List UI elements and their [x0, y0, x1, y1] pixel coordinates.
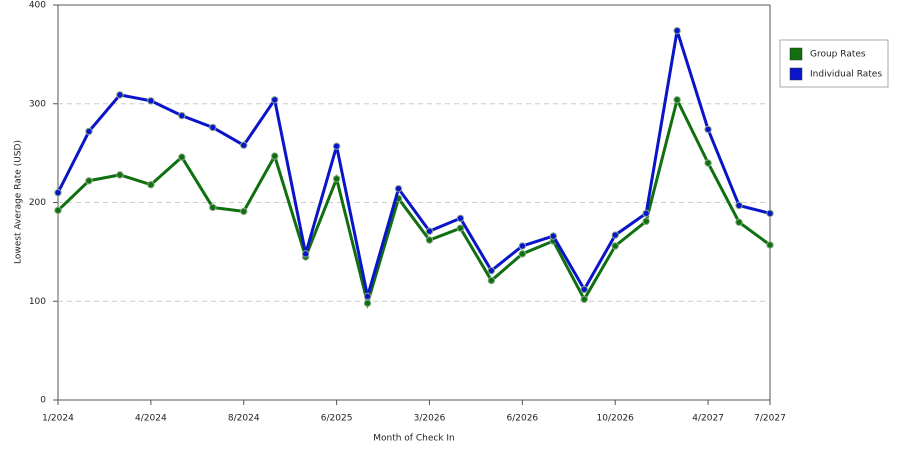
data-point	[147, 181, 155, 189]
data-point	[209, 123, 217, 132]
data-point	[704, 125, 712, 134]
data-point	[456, 214, 465, 223]
data-point	[735, 201, 743, 210]
data-point	[704, 159, 712, 167]
x-tick-label: 6/2025	[321, 414, 353, 424]
data-point	[147, 97, 155, 105]
data-point	[735, 218, 743, 226]
legend-swatch	[789, 47, 803, 61]
data-point	[85, 177, 93, 185]
legend-swatch	[789, 67, 803, 81]
series-line	[56, 95, 771, 309]
x-tick-label: 4/2027	[692, 414, 724, 424]
data-point	[673, 96, 681, 104]
data-point	[580, 295, 588, 303]
legend-label: Individual Rates	[810, 70, 882, 80]
data-point	[394, 184, 403, 193]
data-point	[363, 299, 372, 307]
legend-label: Group Rates	[810, 50, 866, 60]
data-point	[363, 292, 372, 301]
data-point	[301, 250, 310, 258]
data-point	[549, 232, 558, 240]
data-point	[673, 26, 681, 35]
data-point	[611, 242, 619, 250]
x-tick-label: 6/2026	[507, 414, 539, 424]
x-tick-label: 7/2027	[754, 414, 786, 424]
y-axis-label: Lowest Average Rate (USD)	[14, 140, 24, 264]
data-point	[116, 91, 124, 99]
x-tick-label: 1/2024	[42, 414, 74, 424]
x-tick-label: 8/2024	[228, 414, 260, 424]
data-point	[642, 217, 650, 225]
data-point	[178, 153, 186, 161]
y-tick-label: 400	[29, 1, 46, 11]
data-point	[518, 250, 527, 258]
series-line	[56, 30, 771, 297]
data-point	[332, 142, 341, 150]
data-point	[270, 152, 279, 160]
data-point	[270, 96, 279, 104]
data-point	[766, 241, 774, 249]
data-point	[240, 207, 248, 216]
x-tick-label: 10/2026	[597, 414, 635, 424]
y-tick-label: 100	[29, 297, 46, 307]
data-point	[240, 141, 248, 149]
data-point	[54, 188, 62, 197]
data-point	[611, 231, 619, 239]
data-point	[425, 236, 434, 244]
data-point	[487, 276, 496, 285]
data-point	[456, 224, 465, 232]
data-point	[580, 285, 588, 294]
data-point	[54, 206, 62, 215]
y-tick-label: 300	[29, 99, 46, 109]
data-point	[518, 242, 527, 250]
y-tick-label: 0	[40, 396, 46, 406]
data-point	[642, 209, 650, 218]
data-point	[209, 203, 217, 212]
data-point	[85, 127, 93, 136]
x-axis-label: Month of Check In	[373, 434, 455, 444]
x-tick-label: 3/2026	[414, 414, 446, 424]
data-point	[332, 175, 341, 183]
x-tick-label: 4/2024	[135, 414, 167, 424]
data-point	[487, 266, 496, 275]
data-point	[766, 209, 774, 218]
data-point	[178, 111, 186, 120]
data-point	[425, 227, 434, 235]
data-point	[116, 171, 124, 179]
y-tick-label: 200	[29, 198, 46, 208]
